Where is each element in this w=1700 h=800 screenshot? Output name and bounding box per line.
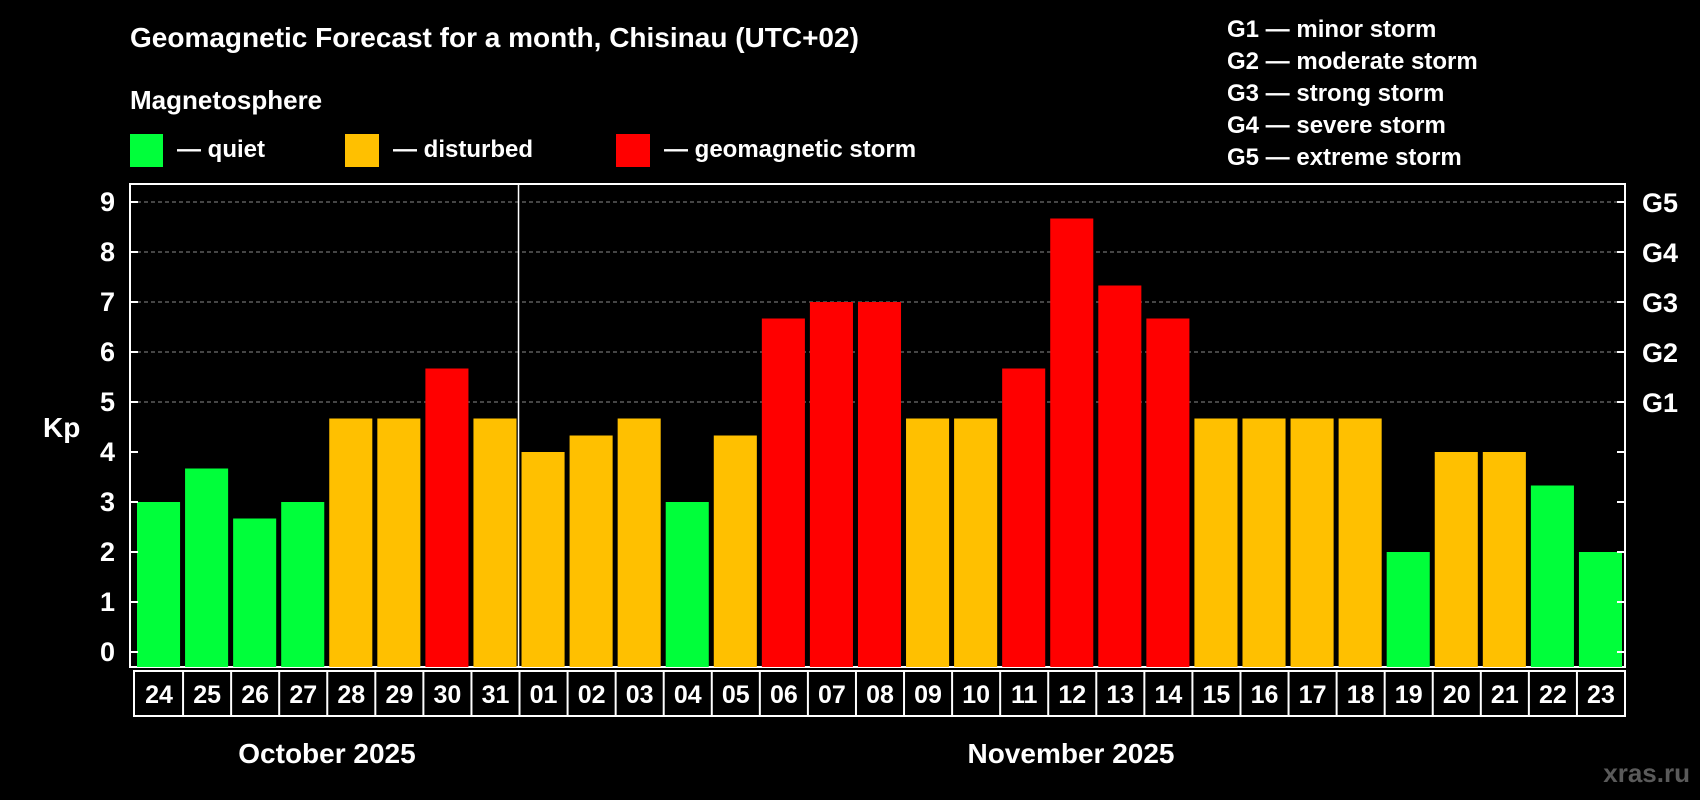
- legend-swatch-disturbed: [345, 134, 379, 167]
- x-tick-label-29: 29: [385, 681, 413, 709]
- storm-scale-g3: G3 — strong storm: [1227, 80, 1444, 107]
- bar-19: [1386, 552, 1430, 667]
- legend-swatch-quiet: [130, 134, 163, 167]
- bar-01: [521, 452, 565, 667]
- storm-scale-g4: G4 — severe storm: [1227, 112, 1446, 139]
- bar-23: [1578, 552, 1622, 667]
- legend-label-storm: — geomagnetic storm: [664, 136, 916, 163]
- month-label-october: October 2025: [238, 738, 415, 769]
- y-axis-label: Kp: [43, 412, 80, 443]
- bar-16: [1242, 418, 1286, 667]
- bar-31: [473, 418, 517, 667]
- right-axis-label-g1: G1: [1642, 388, 1678, 418]
- x-tick-label-25: 25: [193, 681, 221, 709]
- y-tick-label-5: 5: [100, 387, 115, 417]
- storm-scale-g5: G5 — extreme storm: [1227, 144, 1462, 171]
- bar-07: [809, 302, 853, 667]
- x-tick-label-11: 11: [1011, 681, 1038, 709]
- x-tick-label-12: 12: [1058, 681, 1086, 709]
- right-axis-label-g2: G2: [1642, 338, 1678, 368]
- bar-30: [425, 368, 469, 667]
- x-tick-label-22: 22: [1539, 681, 1567, 709]
- bar-03: [617, 418, 661, 667]
- bar-17: [1290, 418, 1334, 667]
- watermark: xras.ru: [1603, 758, 1690, 788]
- bar-09: [906, 418, 950, 667]
- y-tick-label-8: 8: [100, 237, 115, 267]
- legend: Magnetosphere — quiet — disturbed — geom…: [130, 85, 916, 167]
- right-axis-label-g4: G4: [1642, 238, 1678, 268]
- x-tick-label-27: 27: [289, 681, 317, 709]
- y-tick-label-7: 7: [100, 287, 115, 317]
- y-tick-label-9: 9: [100, 187, 115, 217]
- bar-06: [761, 318, 805, 667]
- legend-heading: Magnetosphere: [130, 85, 322, 115]
- bar-12: [1050, 218, 1094, 667]
- bar-25: [185, 468, 229, 667]
- y-tick-label-4: 4: [100, 437, 115, 467]
- x-tick-label-28: 28: [337, 681, 365, 709]
- bar-21: [1482, 452, 1526, 667]
- y-tick-label-1: 1: [100, 587, 115, 617]
- x-tick-label-24: 24: [145, 681, 173, 709]
- x-tick-label-19: 19: [1395, 681, 1423, 709]
- storm-scale-g1: G1 — minor storm: [1227, 16, 1436, 43]
- bar-13: [1098, 285, 1142, 667]
- bar-24: [137, 502, 181, 667]
- date-row-frame: [133, 670, 1626, 717]
- legend-label-disturbed: — disturbed: [393, 136, 533, 163]
- bar-26: [233, 518, 277, 667]
- x-tick-label-06: 06: [770, 681, 798, 709]
- x-tick-label-04: 04: [674, 681, 702, 709]
- bar-10: [954, 418, 998, 667]
- x-tick-label-02: 02: [578, 681, 606, 709]
- y-tick-label-6: 6: [100, 337, 115, 367]
- x-tick-label-15: 15: [1203, 681, 1231, 709]
- x-tick-label-18: 18: [1347, 681, 1375, 709]
- y-tick-label-3: 3: [100, 487, 115, 517]
- x-tick-label-05: 05: [722, 681, 750, 709]
- bar-28: [329, 418, 373, 667]
- bar-02: [569, 435, 613, 667]
- legend-swatch-storm: [616, 134, 650, 167]
- x-tick-label-20: 20: [1443, 681, 1471, 709]
- bar-11: [1002, 368, 1046, 667]
- x-tick-label-23: 23: [1587, 681, 1615, 709]
- x-tick-label-03: 03: [626, 681, 654, 709]
- y-tick-label-0: 0: [100, 637, 115, 667]
- bar-20: [1434, 452, 1478, 667]
- y-tick-label-2: 2: [100, 537, 115, 567]
- bar-22: [1530, 485, 1574, 667]
- x-tick-label-14: 14: [1154, 681, 1182, 709]
- month-label-november: November 2025: [967, 738, 1174, 769]
- storm-scale-legend: G1 — minor storm G2 — moderate storm G3 …: [1227, 16, 1478, 171]
- bar-15: [1194, 418, 1238, 667]
- x-tick-label-13: 13: [1106, 681, 1134, 709]
- bar-14: [1146, 318, 1190, 667]
- x-tick-label-07: 07: [818, 681, 846, 709]
- x-tick-label-08: 08: [866, 681, 894, 709]
- chart-title: Geomagnetic Forecast for a month, Chisin…: [130, 22, 859, 53]
- x-tick-label-31: 31: [482, 681, 510, 709]
- legend-label-quiet: — quiet: [177, 136, 265, 163]
- bar-08: [857, 302, 902, 667]
- x-tick-label-30: 30: [434, 681, 462, 709]
- x-tick-label-09: 09: [914, 681, 942, 709]
- x-tick-label-21: 21: [1491, 681, 1519, 709]
- storm-scale-g2: G2 — moderate storm: [1227, 48, 1478, 75]
- x-tick-label-16: 16: [1251, 681, 1279, 709]
- bar-29: [377, 418, 421, 667]
- x-tick-label-01: 01: [530, 681, 558, 709]
- bar-04: [665, 502, 709, 667]
- x-tick-label-26: 26: [241, 681, 269, 709]
- right-axis-label-g5: G5: [1642, 188, 1678, 218]
- x-tick-label-10: 10: [962, 681, 990, 709]
- bar-27: [281, 502, 325, 667]
- bar-05: [713, 435, 757, 667]
- bar-18: [1338, 418, 1382, 667]
- right-axis-label-g3: G3: [1642, 288, 1678, 318]
- x-tick-label-17: 17: [1299, 681, 1327, 709]
